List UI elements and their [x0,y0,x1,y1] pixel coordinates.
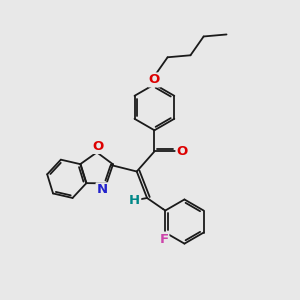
Text: F: F [159,232,168,246]
Text: O: O [149,74,160,86]
Text: O: O [93,140,104,153]
Text: N: N [97,183,108,196]
Text: O: O [176,145,188,158]
Text: H: H [129,194,140,207]
